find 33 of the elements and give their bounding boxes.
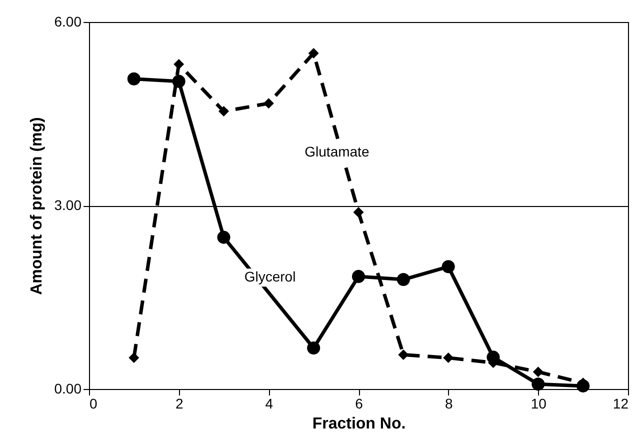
point: [442, 260, 455, 274]
x-tick-label: 8: [444, 396, 453, 412]
point: [218, 106, 229, 117]
series-label: Glycerol: [244, 268, 296, 285]
y-tick-label: 0.00: [54, 380, 82, 396]
x-axis-title: Fraction No.: [312, 416, 406, 432]
point: [308, 48, 319, 58]
point: [263, 98, 274, 109]
point: [398, 350, 409, 360]
point: [352, 270, 366, 283]
x-tick-label: 12: [612, 396, 629, 412]
y-tick-label: 6.00: [54, 14, 82, 30]
point: [174, 58, 184, 70]
x-tick-label: 4: [265, 396, 274, 412]
point: [486, 350, 500, 364]
y-axis-title: Amount of protein (mg): [28, 117, 46, 295]
y-tick-label: 3.00: [54, 197, 82, 213]
point: [307, 342, 320, 355]
point: [128, 352, 140, 364]
series-label: Glutamate: [304, 143, 370, 160]
point: [576, 379, 590, 392]
point: [127, 72, 140, 86]
x-tick-label: 6: [355, 396, 364, 412]
point: [443, 352, 454, 364]
point: [353, 206, 364, 218]
point: [532, 366, 544, 378]
point: [396, 273, 410, 286]
x-tick-label: 0: [90, 396, 98, 412]
point: [172, 74, 186, 88]
x-tick-label: 10: [530, 396, 547, 412]
x-tick-label: 2: [175, 396, 184, 412]
point: [532, 378, 545, 391]
point: [217, 230, 230, 244]
